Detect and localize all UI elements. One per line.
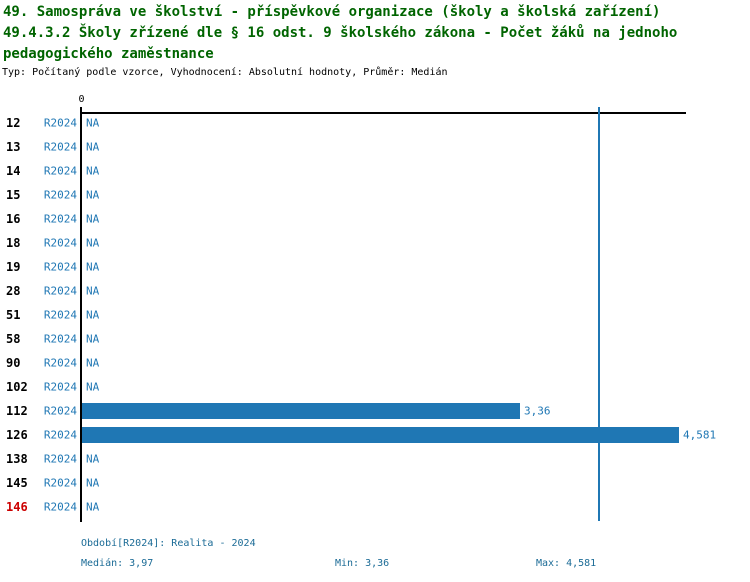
row-category-label: 145 <box>6 476 28 490</box>
row-na-value: NA <box>86 284 100 298</box>
row-category-label: 90 <box>6 356 21 370</box>
chart-row: 15 R2024 NA <box>0 183 750 207</box>
chart-row: 51 R2024 NA <box>0 303 750 327</box>
row-period-label: R2024 <box>43 284 77 298</box>
chart-row: 146 R2024 NA <box>0 495 750 519</box>
chart-row: 102 R2024 NA <box>0 375 750 399</box>
row-na-value: NA <box>86 236 100 250</box>
row-category-label: 16 <box>6 212 21 226</box>
row-period-label: R2024 <box>43 380 77 394</box>
row-category-label: 19 <box>6 260 21 274</box>
row-period-label: R2024 <box>43 452 77 466</box>
median-reference-line <box>598 107 600 521</box>
chart-title-line-1: 49. Samospráva ve školství - příspěvkové… <box>3 4 661 20</box>
chart-subtitle: Typ: Počítaný podle vzorce, Vyhodnocení:… <box>2 67 448 78</box>
row-category-label: 12 <box>6 116 21 130</box>
chart-row: 16 R2024 NA <box>0 207 750 231</box>
chart-row: 28 R2024 NA <box>0 279 750 303</box>
value-bar <box>82 403 520 419</box>
row-category-label: 51 <box>6 308 21 322</box>
row-na-value: NA <box>86 380 100 394</box>
row-category-label: 28 <box>6 284 21 298</box>
row-period-label: R2024 <box>43 188 77 202</box>
chart-row: 58 R2024 NA <box>0 327 750 351</box>
row-na-value: NA <box>86 476 100 490</box>
stat-max: Max: 4,581 <box>536 558 597 569</box>
row-period-label: R2024 <box>43 236 77 250</box>
chart-row: 12 R2024 NA <box>0 111 750 135</box>
row-period-label: R2024 <box>43 476 77 490</box>
row-category-label: 58 <box>6 332 21 346</box>
row-category-label: 18 <box>6 236 21 250</box>
chart-row: 145 R2024 NA <box>0 471 750 495</box>
row-period-label: R2024 <box>43 308 77 322</box>
row-na-value: NA <box>86 188 100 202</box>
row-na-value: NA <box>86 164 100 178</box>
row-na-value: NA <box>86 356 100 370</box>
row-na-value: NA <box>86 140 100 154</box>
row-na-value: NA <box>86 332 100 346</box>
value-bar <box>82 427 679 443</box>
row-period-label: R2024 <box>43 116 77 130</box>
chart-row: 14 R2024 NA <box>0 159 750 183</box>
row-period-label: R2024 <box>43 140 77 154</box>
stat-median: Medián: 3,97 <box>81 558 154 569</box>
chart-row: 138 R2024 NA <box>0 447 750 471</box>
row-na-value: NA <box>86 116 100 130</box>
row-category-label: 126 <box>6 428 28 442</box>
stat-min: Min: 3,36 <box>335 558 390 569</box>
chart-title-line-2: 49.4.3.2 Školy zřízené dle § 16 odst. 9 … <box>3 25 678 41</box>
y-axis-line <box>80 107 82 522</box>
chart-row: 19 R2024 NA <box>0 255 750 279</box>
x-axis-line <box>80 112 686 114</box>
row-na-value: NA <box>86 260 100 274</box>
row-category-label: 14 <box>6 164 21 178</box>
row-na-value: NA <box>86 452 100 466</box>
chart-row: 18 R2024 NA <box>0 231 750 255</box>
chart-row: 13 R2024 NA <box>0 135 750 159</box>
legend-period: Období[R2024]: Realita - 2024 <box>81 538 256 549</box>
row-category-label: 112 <box>6 404 28 418</box>
plot-area: 0 12 R2024 NA 13 R2024 NA 14 R2024 NA 15 R2024 NA 16… <box>0 94 750 522</box>
row-period-label: R2024 <box>43 260 77 274</box>
chart-row: 112 R2024 3,36 <box>0 399 750 423</box>
chart-row: 90 R2024 NA <box>0 351 750 375</box>
bar-value-label: 3,36 <box>524 404 551 418</box>
row-period-label: R2024 <box>43 404 77 418</box>
row-period-label: R2024 <box>43 164 77 178</box>
x-axis-zero-tick-label: 0 <box>78 94 85 105</box>
row-category-label: 15 <box>6 188 21 202</box>
row-category-label: 102 <box>6 380 28 394</box>
row-period-label: R2024 <box>43 212 77 226</box>
row-category-label: 13 <box>6 140 21 154</box>
chart-title-line-3: pedagogického zaměstnance <box>3 46 214 62</box>
row-period-label: R2024 <box>43 356 77 370</box>
row-na-value: NA <box>86 308 100 322</box>
row-category-label: 146 <box>6 500 28 514</box>
row-category-label: 138 <box>6 452 28 466</box>
row-na-value: NA <box>86 500 100 514</box>
row-period-label: R2024 <box>43 500 77 514</box>
bar-value-label: 4,581 <box>683 428 717 442</box>
chart-row: 126 R2024 4,581 <box>0 423 750 447</box>
row-period-label: R2024 <box>43 428 77 442</box>
row-na-value: NA <box>86 212 100 226</box>
row-period-label: R2024 <box>43 332 77 346</box>
